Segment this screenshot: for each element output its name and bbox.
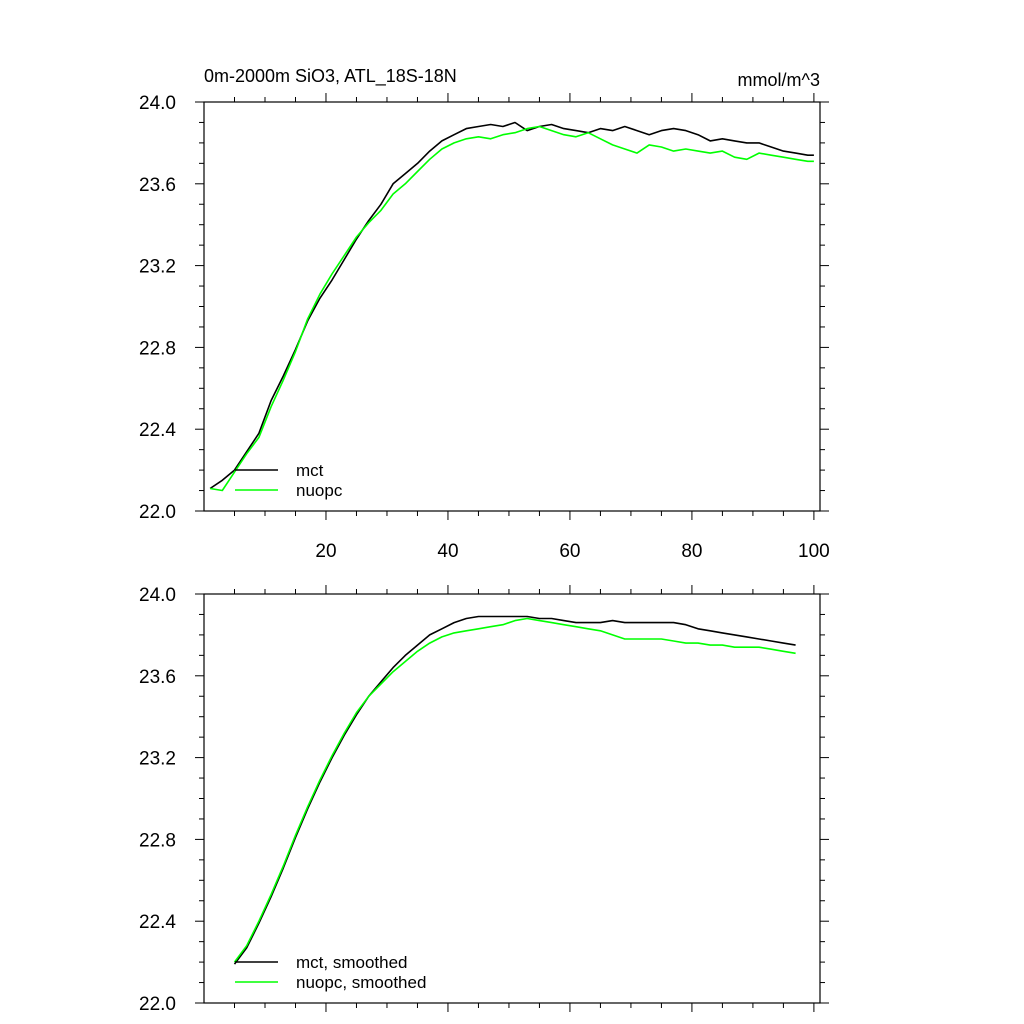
y-tick-label: 24.0: [139, 93, 176, 114]
series-line-nuopc-smoothed: [233, 617, 796, 963]
y-tick-label: 22.4: [139, 420, 176, 441]
top-tick-marks: [195, 93, 829, 520]
bottom-panel: 22.0 22.4 22.8 23.2 23.6 24.0 mct, smoothed n…: [139, 585, 829, 1015]
bottom-legend: mct, smoothed nuopc, smoothed: [235, 953, 426, 992]
y-tick-label: 22.0: [139, 994, 176, 1015]
top-x-tick-labels: 20 40 60 80 100: [315, 541, 829, 562]
bottom-y-tick-labels: 22.0 22.4 22.8 23.2 23.6 24.0: [139, 585, 176, 1015]
legend-label-mct: mct: [296, 461, 324, 480]
y-tick-label: 24.0: [139, 585, 176, 606]
y-tick-label: 23.6: [139, 667, 176, 688]
x-tick-label: 80: [681, 541, 702, 562]
series-line-nuopc: [209, 125, 814, 492]
legend-label-nuopc: nuopc: [296, 481, 343, 500]
series-line-mct-smoothed: [233, 615, 796, 965]
top-legend: mct nuopc: [235, 461, 343, 500]
legend-label-nuopc-smoothed: nuopc, smoothed: [296, 973, 426, 992]
y-tick-label: 23.2: [139, 749, 176, 770]
bottom-series-lines: [233, 615, 796, 965]
units-label: mmol/m^3: [738, 70, 820, 90]
top-y-tick-labels: 22.0 22.4 22.8 23.2 23.6 24.0: [139, 93, 176, 523]
y-tick-label: 22.8: [139, 338, 176, 359]
y-tick-label: 23.6: [139, 175, 176, 196]
series-line-mct: [209, 121, 814, 490]
bottom-plot-frame: [203, 593, 821, 1004]
y-tick-label: 23.2: [139, 257, 176, 278]
legend-label-mct-smoothed: mct, smoothed: [296, 953, 408, 972]
chart-title: 0m-2000m SiO3, ATL_18S-18N: [204, 66, 457, 87]
bottom-tick-marks: [195, 585, 829, 1012]
y-tick-label: 22.0: [139, 502, 176, 523]
y-tick-label: 22.8: [139, 830, 176, 851]
x-tick-label: 100: [798, 541, 830, 562]
top-panel: 0m-2000m SiO3, ATL_18S-18N mmol/m^3 22.0…: [139, 66, 830, 562]
x-tick-label: 60: [559, 541, 580, 562]
x-tick-label: 40: [437, 541, 458, 562]
x-tick-label: 20: [315, 541, 336, 562]
top-plot-frame: [203, 101, 821, 512]
y-tick-label: 22.4: [139, 912, 176, 933]
top-series-lines: [209, 121, 814, 492]
